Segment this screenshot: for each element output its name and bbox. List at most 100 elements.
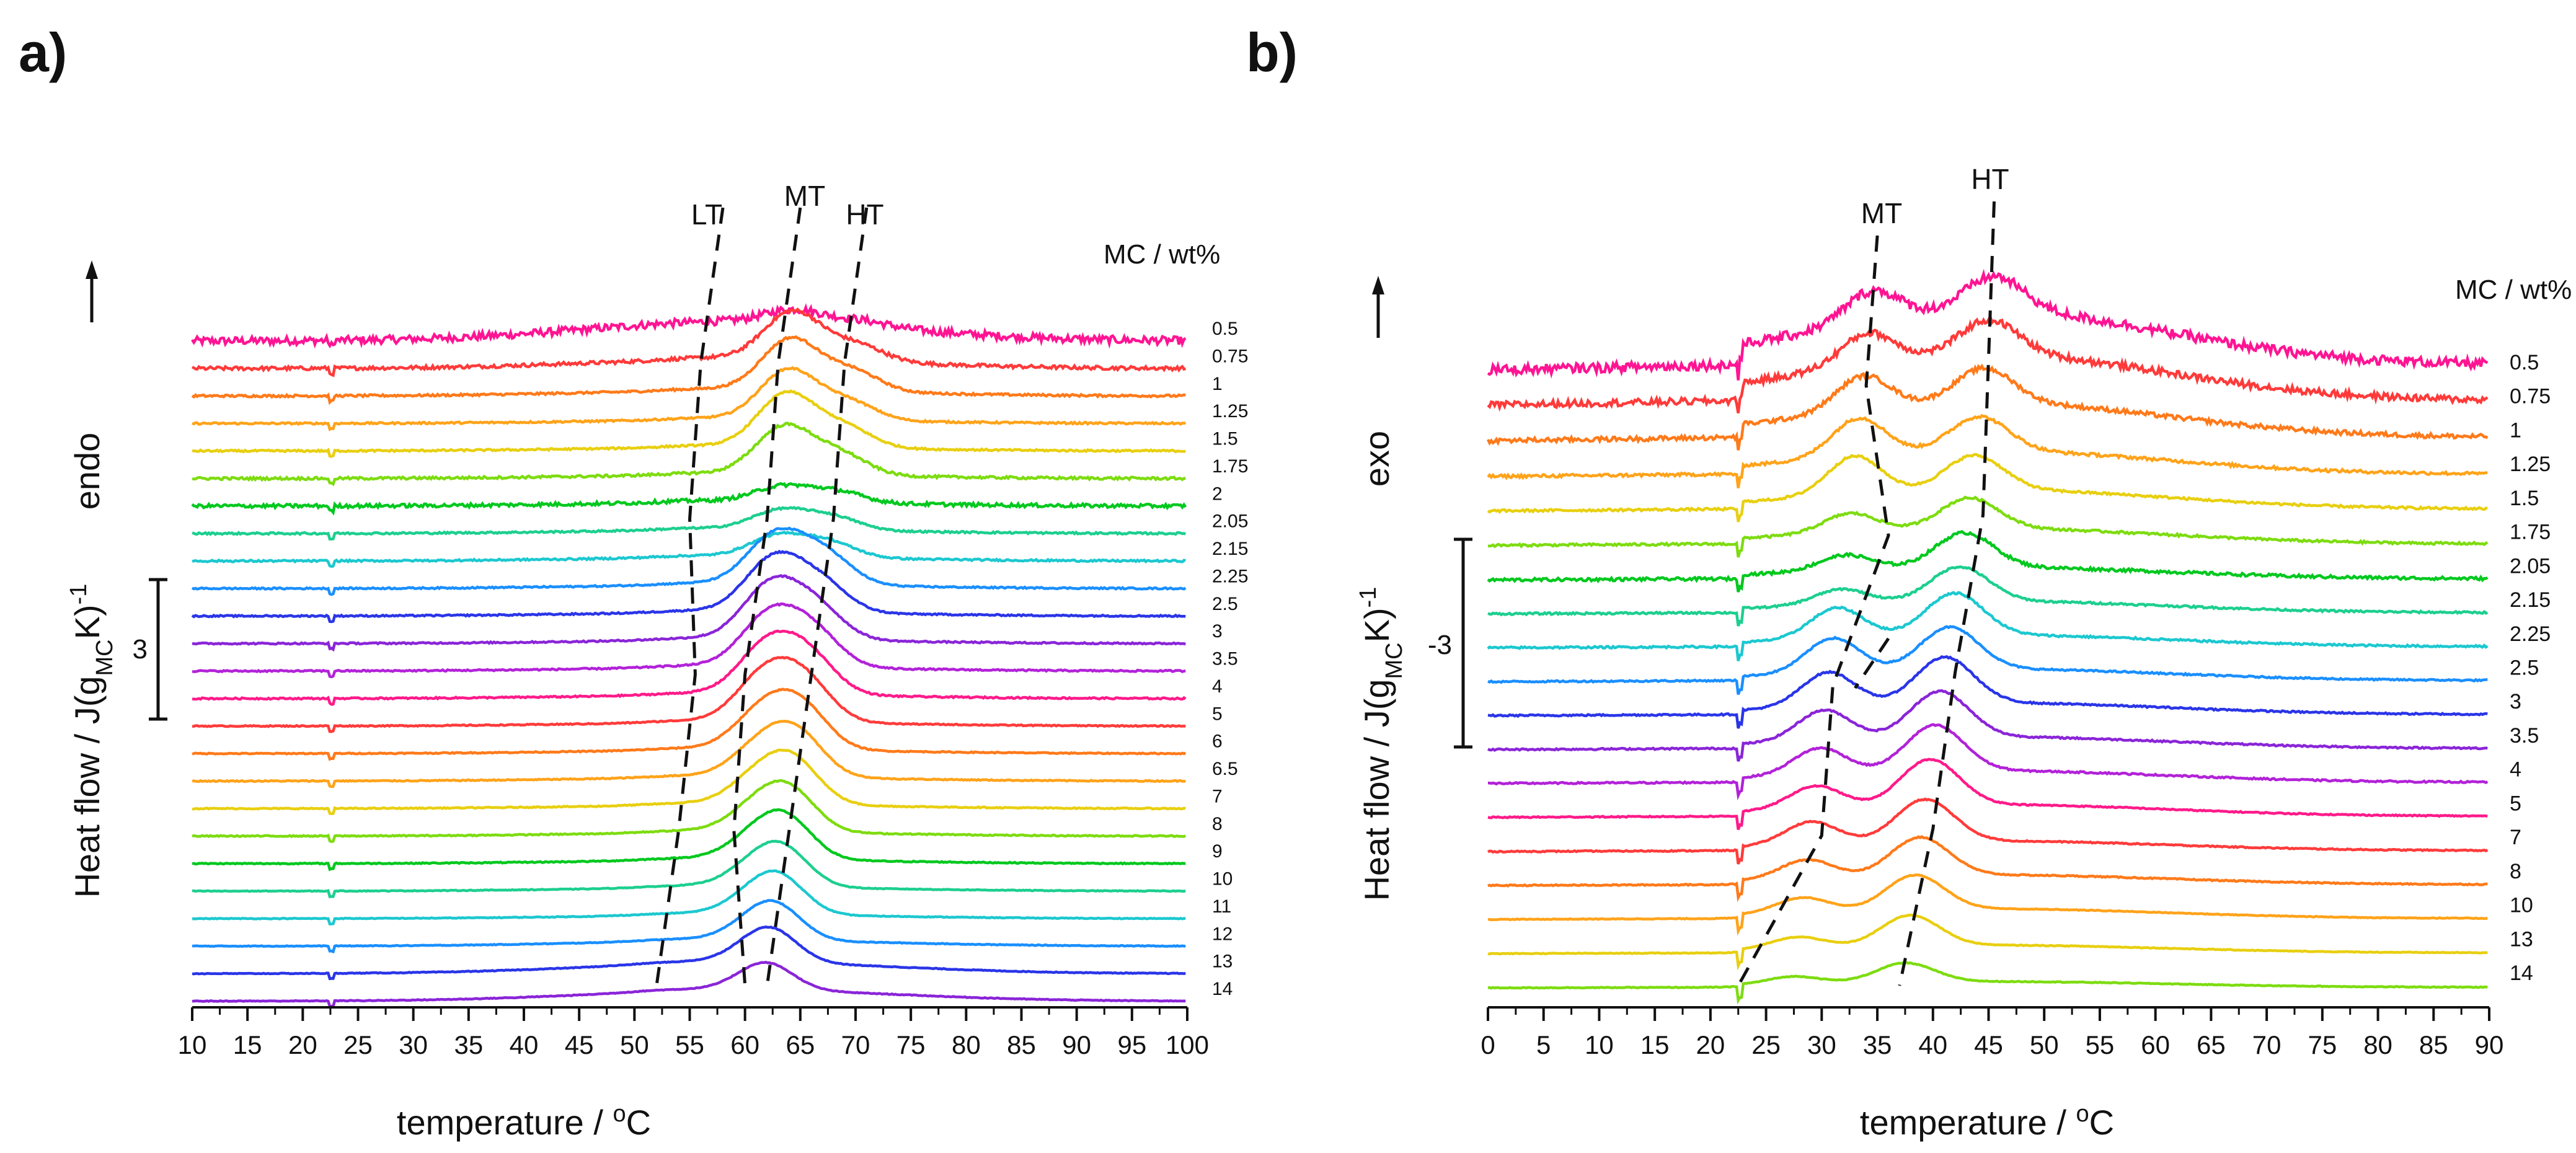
a-legend-entry: 2.5 — [1212, 594, 1238, 614]
a-legend-entry: 2 — [1212, 484, 1223, 504]
panel-a-peak-traces — [655, 207, 869, 986]
a-legend-entry: 2.15 — [1212, 539, 1248, 559]
b-series-3_5-line — [1487, 689, 2488, 762]
a-legend-entry: 1.25 — [1212, 401, 1248, 422]
b-series-1_75-line — [1487, 495, 2489, 558]
a-legend-entry: 5 — [1212, 704, 1223, 724]
a-x-tick-label: 85 — [1007, 1030, 1036, 1059]
a-legend-entry: 6 — [1212, 731, 1223, 752]
a-x-tick-label: 30 — [399, 1030, 428, 1059]
panel-b-legend: 0.5 0.75 1 1.25 1.5 1.75 2.05 2.15 2.25 2.5 3 3.5 4 5… — [2510, 351, 2551, 985]
b-peak-label-ht: HT — [1971, 163, 2009, 195]
b-x-tick-label: 75 — [2308, 1030, 2337, 1059]
a-series-1_75-line — [192, 422, 1186, 487]
b-legend-entry: 5 — [2510, 792, 2521, 815]
b-legend-entry: 4 — [2510, 758, 2521, 782]
b-x-axis-title: temperature / oC — [1860, 1101, 2114, 1142]
a-x-tick-label: 50 — [620, 1030, 649, 1059]
b-series-4-line — [1488, 723, 2489, 801]
a-x-tick-label: 60 — [730, 1030, 759, 1059]
a-legend-entry: 6.5 — [1212, 759, 1238, 779]
b-series-2_05-line — [1487, 529, 2489, 593]
a-series-2_15-line — [192, 531, 1186, 568]
a-series-14-line — [192, 960, 1186, 1008]
a-x-tick-label: 40 — [510, 1030, 539, 1059]
b-x-tick-label: 90 — [2475, 1030, 2504, 1059]
b-x-tick-label: 5 — [1536, 1030, 1551, 1059]
a-series-12-line — [192, 899, 1186, 954]
a-series-3-line — [192, 574, 1186, 652]
b-legend-entry: 2.5 — [2510, 656, 2539, 680]
a-x-tick-label: 25 — [343, 1030, 373, 1059]
b-legend-entry: 0.5 — [2510, 351, 2539, 374]
a-series-11-line — [192, 869, 1186, 925]
a-legend-entry: 10 — [1212, 869, 1233, 890]
a-legend-entry: 2.05 — [1212, 511, 1248, 532]
b-legend-entry: 2.15 — [2510, 588, 2551, 612]
a-series-5-line — [192, 656, 1186, 733]
b-x-tick-label: 65 — [2197, 1030, 2226, 1059]
b-y-axis-title: Heat flow / J(gMCK)-1 — [1355, 587, 1407, 901]
a-x-tick-label: 90 — [1062, 1030, 1091, 1059]
a-legend-entry: 7 — [1212, 786, 1223, 806]
b-series-2_5-line — [1487, 625, 2488, 695]
a-series-6_5-line — [192, 719, 1186, 789]
a-legend-entry: 8 — [1212, 814, 1223, 834]
a-x-tick-label: 35 — [454, 1030, 483, 1059]
a-legend-entry: 1.75 — [1212, 456, 1248, 477]
a-legend-entry: 14 — [1212, 979, 1233, 999]
b-x-tick-label: 55 — [2086, 1030, 2115, 1059]
a-series-7-line — [192, 748, 1186, 815]
a-series-1-line — [191, 335, 1186, 405]
a-series-8-line — [192, 779, 1187, 844]
a-x-tick-label: 70 — [841, 1030, 870, 1059]
a-legend-entry: 12 — [1212, 924, 1233, 944]
b-series-1_25-line — [1487, 413, 2488, 488]
a-peak-label-lt: LT — [691, 198, 722, 231]
b-x-tick-label: 35 — [1863, 1030, 1892, 1059]
a-x-tick-label: 100 — [1166, 1030, 1209, 1059]
b-legend-entry: 7 — [2510, 826, 2521, 849]
b-direction-arrow-head — [1372, 276, 1384, 294]
a-y-axis-title: Heat flow / J(gMCK)-1 — [66, 584, 118, 898]
a-series-0_75-line — [192, 307, 1187, 378]
a-legend-entry: 3.5 — [1212, 649, 1238, 669]
b-peak-trace-mt-low — [1854, 637, 1890, 689]
b-series-2_15-line — [1487, 565, 2489, 627]
b-series-5-line — [1487, 758, 2488, 831]
a-peak-trace-lt — [655, 207, 725, 986]
b-scale-bar-label: -3 — [1428, 630, 1452, 660]
a-direction-label: endo — [68, 433, 107, 510]
a-legend-entry: 13 — [1212, 952, 1233, 972]
b-peak-trace-ht — [1898, 201, 1996, 986]
panel-a-traces — [191, 303, 1187, 1008]
b-x-tick-label: 50 — [2030, 1030, 2059, 1059]
panel-a: a) LT MT HT MC / wt% 0.5 0.75 1 1.25 1.5 1.75… — [19, 22, 1248, 1142]
a-x-tick-label: 45 — [565, 1030, 594, 1059]
b-x-tick-label: 70 — [2252, 1030, 2282, 1059]
a-legend-entry: 0.5 — [1212, 319, 1238, 339]
b-legend-entry: 1 — [2510, 418, 2521, 442]
b-legend-entry: 2.05 — [2510, 554, 2551, 578]
b-legend-entry: 0.75 — [2510, 385, 2551, 409]
b-x-tick-label: 80 — [2363, 1030, 2392, 1059]
b-legend-entry: 1.5 — [2510, 487, 2539, 510]
a-series-2_5-line — [191, 549, 1186, 624]
b-series-3-line — [1487, 655, 2488, 729]
b-x-tick-label: 40 — [1918, 1030, 1947, 1059]
a-legend-entry: 4 — [1212, 676, 1223, 697]
a-series-3_5-line — [192, 602, 1186, 679]
a-x-tick-label: 55 — [675, 1030, 704, 1059]
b-series-0_75-line — [1487, 312, 2489, 413]
a-series-2_05-line — [192, 506, 1187, 541]
a-legend-entry: 11 — [1212, 896, 1231, 917]
b-series-14-line — [1487, 961, 2488, 1005]
b-legend-title: MC / wt% — [2455, 275, 2572, 305]
a-series-1_25-line — [192, 366, 1187, 431]
a-peak-label-mt: MT — [784, 180, 825, 212]
b-series-7-line — [1487, 797, 2489, 865]
b-legend-entry: 8 — [2510, 860, 2521, 883]
a-x-tick-label: 20 — [288, 1030, 317, 1059]
b-legend-entry: 2.25 — [2510, 622, 2551, 646]
